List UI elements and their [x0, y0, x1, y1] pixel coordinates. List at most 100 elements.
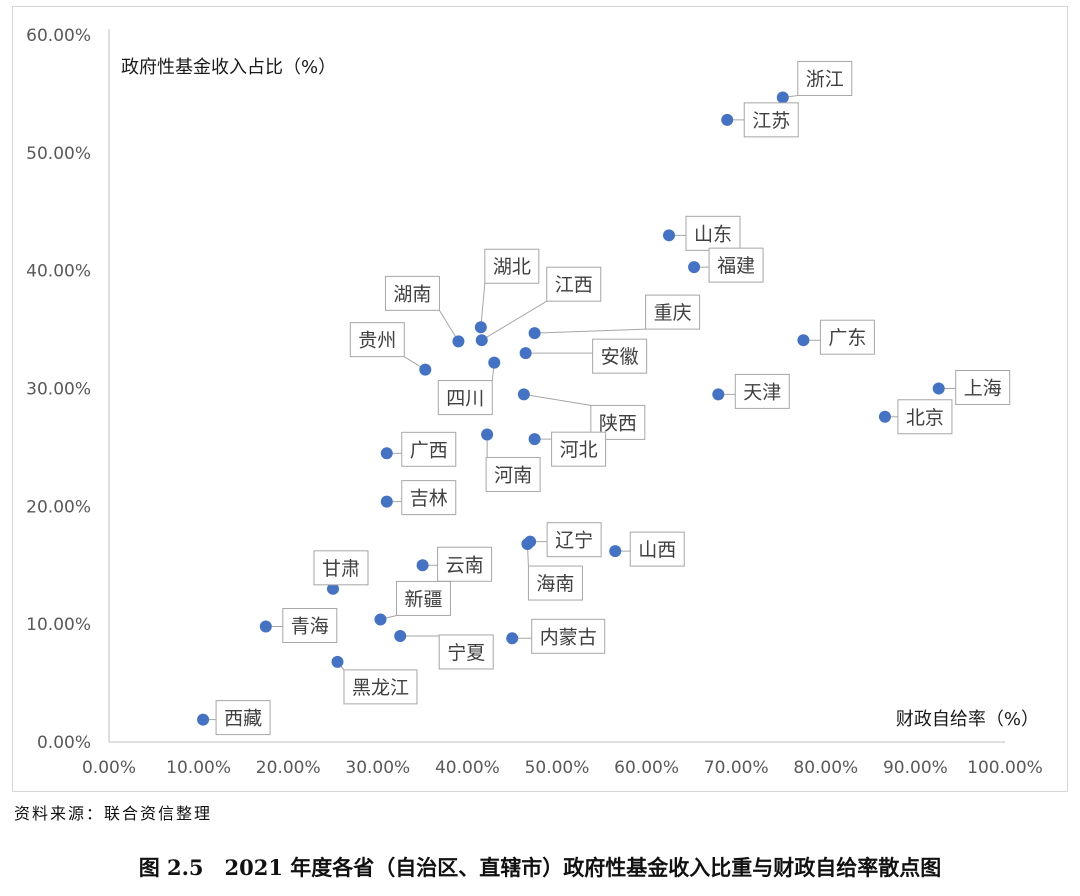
data-label: 云南	[437, 546, 493, 582]
data-label-text: 宁夏	[447, 642, 485, 664]
data-label: 山西	[629, 531, 685, 567]
x-tick-label: 0.00%	[82, 758, 136, 778]
data-label: 广东	[819, 319, 875, 355]
x-tick-label: 50.00%	[525, 758, 590, 778]
data-point	[521, 538, 534, 551]
x-tick-label: 30.00%	[345, 758, 410, 778]
data-label: 湖北	[484, 248, 540, 284]
data-point	[609, 545, 622, 558]
data-label-box	[743, 102, 799, 138]
data-point	[878, 410, 891, 423]
data-label-box	[592, 338, 648, 374]
x-tick-label: 20.00%	[256, 758, 321, 778]
data-label: 江苏	[743, 102, 799, 138]
data-label-box	[215, 700, 271, 736]
scatter-chart: 0.00% 10.00% 20.00% 30.00% 40.00% 50.00% 60.00…	[26, 26, 1043, 778]
data-point	[797, 334, 810, 347]
data-point	[416, 559, 429, 572]
y-axis-title: 政府性基金收入占比（%）	[121, 57, 336, 78]
data-label: 湖南	[384, 275, 440, 311]
data-label: 黑龙江	[343, 669, 418, 705]
data-label: 江西	[546, 266, 602, 302]
data-point	[528, 433, 541, 446]
data-point	[721, 113, 734, 126]
y-tick-label: 0.00%	[37, 733, 91, 753]
data-label-text: 江苏	[752, 110, 790, 132]
data-point	[932, 382, 945, 395]
y-tick-label: 30.00%	[26, 380, 91, 400]
data-label-text: 甘肃	[322, 558, 360, 580]
data-label: 河南	[485, 456, 541, 492]
data-point	[331, 655, 344, 668]
data-label-text: 新疆	[404, 588, 442, 610]
data-point	[506, 632, 519, 645]
data-label-box	[313, 550, 369, 586]
data-label-text: 陕西	[599, 412, 637, 434]
data-label-box	[343, 669, 418, 705]
data-label-box	[531, 618, 606, 654]
data-label-box	[819, 319, 875, 355]
data-label-box	[629, 531, 685, 567]
data-label: 四川	[437, 380, 493, 416]
data-label-text: 河南	[494, 464, 532, 486]
x-tick-labels: 0.00% 10.00% 20.00% 30.00% 40.00% 50.00% 60.00…	[82, 758, 1043, 778]
data-label-box	[955, 370, 1011, 405]
data-point	[380, 447, 393, 460]
data-label-text: 山西	[638, 539, 676, 561]
x-tick-label: 40.00%	[435, 758, 500, 778]
leader-line	[481, 300, 547, 341]
data-point	[394, 629, 407, 642]
data-point	[481, 428, 494, 441]
data-point	[519, 347, 532, 360]
data-label: 安徽	[592, 338, 648, 374]
data-label: 新疆	[395, 580, 451, 616]
data-label: 宁夏	[438, 634, 494, 670]
data-label-box	[395, 580, 451, 616]
y-tick-label: 50.00%	[26, 144, 91, 164]
y-tick-label: 40.00%	[26, 262, 91, 282]
data-label-text: 浙江	[806, 68, 844, 90]
x-tick-label: 60.00%	[614, 758, 679, 778]
data-label: 西藏	[215, 700, 271, 736]
data-label-box	[401, 431, 457, 467]
data-label-box	[384, 275, 440, 311]
data-label-box	[527, 565, 583, 601]
data-label-text: 天津	[743, 381, 781, 403]
data-label: 吉林	[401, 480, 457, 516]
data-point	[663, 229, 675, 242]
data-label-box	[349, 322, 405, 358]
x-axis-title: 财政自给率（%）	[896, 709, 1039, 730]
data-label: 甘肃	[313, 550, 369, 586]
data-label: 内蒙古	[531, 618, 606, 654]
data-label-text: 青海	[291, 616, 329, 638]
data-label-text: 吉林	[410, 488, 448, 510]
data-point	[688, 261, 701, 274]
data-label-text: 四川	[446, 388, 484, 410]
x-tick-label: 70.00%	[704, 758, 769, 778]
data-label-box	[645, 294, 701, 330]
data-label: 浙江	[797, 60, 853, 96]
x-tick-label: 90.00%	[883, 758, 948, 778]
y-tick-label: 20.00%	[26, 497, 91, 517]
data-label-text: 辽宁	[555, 530, 593, 552]
data-point	[380, 495, 393, 508]
data-label: 重庆	[645, 294, 701, 330]
data-label: 福建	[708, 247, 764, 283]
data-label: 北京	[897, 399, 953, 435]
data-label-text: 安徽	[601, 346, 639, 368]
data-point	[474, 321, 487, 334]
data-label-text: 重庆	[654, 302, 692, 324]
y-tick-labels: 0.00% 10.00% 20.00% 30.00% 40.00% 50.00% 60.00…	[26, 26, 91, 753]
data-point	[374, 613, 387, 626]
data-points	[197, 91, 945, 726]
y-tick-label: 60.00%	[26, 26, 91, 46]
data-label-text: 内蒙古	[540, 626, 597, 648]
data-label: 天津	[734, 373, 790, 409]
data-label-text: 贵州	[358, 330, 396, 352]
y-tick-label: 10.00%	[26, 615, 91, 635]
data-label-box	[485, 456, 541, 492]
data-label-text: 山东	[694, 223, 732, 245]
data-label-text: 福建	[717, 255, 755, 277]
data-label-text: 云南	[446, 554, 484, 576]
data-label-text: 河北	[560, 439, 598, 461]
